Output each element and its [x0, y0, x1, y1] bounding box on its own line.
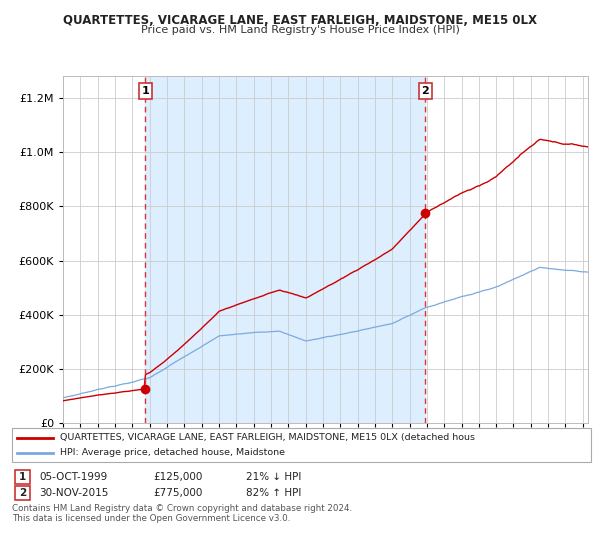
Text: Contains HM Land Registry data © Crown copyright and database right 2024.: Contains HM Land Registry data © Crown c…	[12, 504, 352, 513]
Bar	[145, 76, 425, 423]
Text: 82% ↑ HPI: 82% ↑ HPI	[246, 488, 301, 498]
Text: 05-OCT-1999: 05-OCT-1999	[39, 472, 107, 482]
Text: Price paid vs. HM Land Registry's House Price Index (HPI): Price paid vs. HM Land Registry's House …	[140, 25, 460, 35]
Text: QUARTETTES, VICARAGE LANE, EAST FARLEIGH, MAIDSTONE, ME15 0LX: QUARTETTES, VICARAGE LANE, EAST FARLEIGH…	[63, 14, 537, 27]
Text: £775,000: £775,000	[153, 488, 202, 498]
Text: 1: 1	[19, 472, 26, 482]
Text: 30-NOV-2015: 30-NOV-2015	[39, 488, 109, 498]
Text: 1: 1	[142, 86, 149, 96]
Text: HPI: Average price, detached house, Maidstone: HPI: Average price, detached house, Maid…	[60, 448, 285, 457]
Text: QUARTETTES, VICARAGE LANE, EAST FARLEIGH, MAIDSTONE, ME15 0LX (detached hous: QUARTETTES, VICARAGE LANE, EAST FARLEIGH…	[60, 433, 475, 442]
Text: £125,000: £125,000	[153, 472, 202, 482]
Text: 2: 2	[19, 488, 26, 498]
Text: 2: 2	[422, 86, 430, 96]
Text: 21% ↓ HPI: 21% ↓ HPI	[246, 472, 301, 482]
Text: This data is licensed under the Open Government Licence v3.0.: This data is licensed under the Open Gov…	[12, 514, 290, 523]
